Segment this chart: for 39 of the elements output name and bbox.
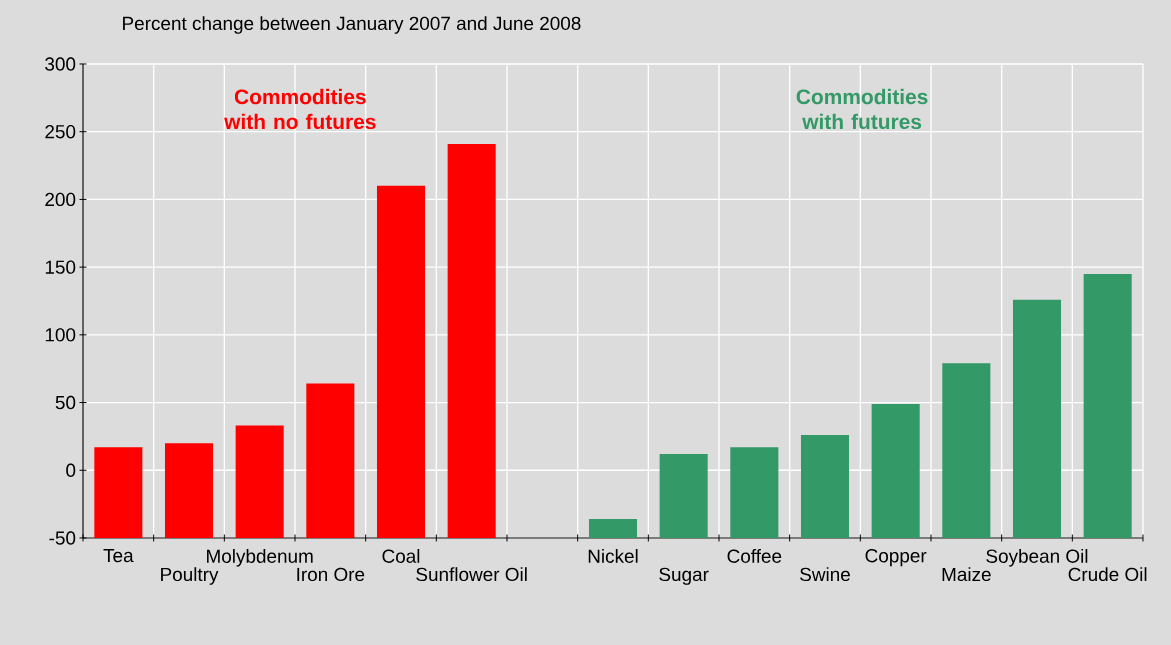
x-tick-label: Poultry	[161, 567, 219, 585]
bar	[164, 443, 214, 538]
x-tick-label: Sugar	[659, 567, 709, 585]
bar	[871, 403, 920, 538]
bar	[1083, 273, 1132, 538]
x-tick-label: Iron Ore	[297, 567, 365, 582]
x-tick-label: Maize	[942, 567, 991, 582]
bar	[235, 425, 284, 538]
bar	[94, 447, 143, 538]
x-tick-label: Molybdenum	[207, 549, 313, 567]
bar	[376, 185, 426, 538]
x-tick-label: Crude Oil	[1068, 567, 1147, 582]
bar	[1012, 299, 1062, 538]
bar	[447, 143, 496, 538]
bar	[800, 435, 850, 538]
y-tick-label: 250	[45, 125, 76, 139]
y-tick-label: 150	[45, 260, 76, 274]
y-tick-label: -50	[49, 531, 76, 545]
x-tick-label: Copper	[865, 549, 927, 567]
y-tick-label: 100	[45, 328, 76, 342]
x-tick-label: Nickel	[588, 549, 638, 563]
chart-title: Percent change between January 2007 and June 2008	[123, 16, 581, 34]
x-tick-label: Swine	[800, 567, 850, 582]
x-tick-label: Tea	[103, 549, 134, 563]
x-tick-label: Coal	[382, 549, 420, 563]
y-tick-label: 0	[66, 463, 76, 477]
bar	[730, 447, 779, 538]
y-tick-label: 50	[55, 395, 76, 410]
y-tick-label: 300	[45, 57, 76, 71]
x-tick-label: Soybean Oil	[986, 549, 1088, 567]
bar	[588, 519, 638, 538]
annotation: Commodities with futures	[796, 88, 928, 130]
annotation: Commodities with no futures	[224, 88, 376, 130]
x-tick-label: Coffee	[727, 549, 782, 563]
bar	[306, 383, 355, 538]
bar	[659, 454, 708, 538]
x-tick-label: Sunflower Oil	[416, 567, 527, 582]
y-tick-label: 200	[45, 192, 76, 207]
bar	[942, 363, 991, 538]
